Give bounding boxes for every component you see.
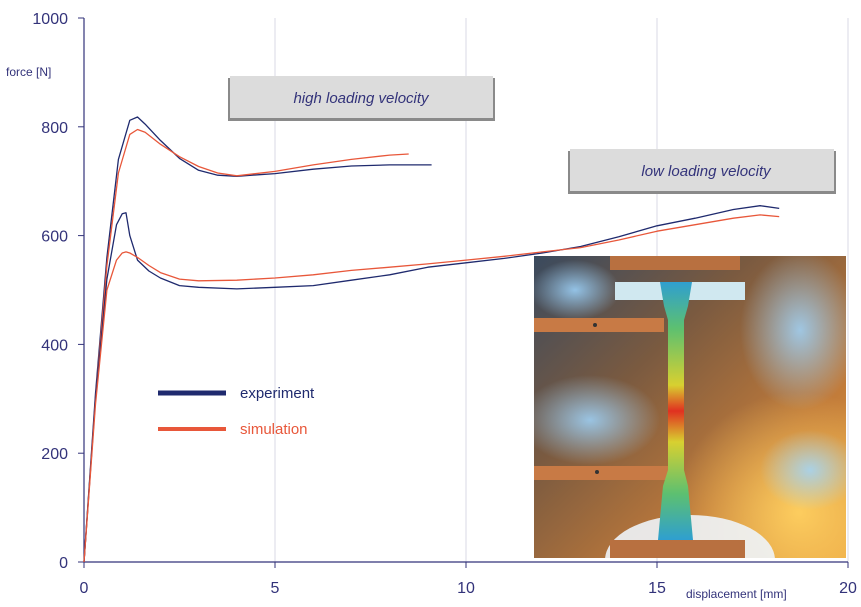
annotation-high-velocity-text: high loading velocity bbox=[293, 90, 430, 107]
annotation-low-velocity-text: low loading velocity bbox=[641, 163, 772, 180]
y-tick-label: 400 bbox=[41, 337, 68, 354]
series-lines bbox=[83, 116, 780, 563]
x-axis-label: displacement [mm] bbox=[686, 587, 787, 601]
series-line-simulation-low bbox=[83, 214, 780, 563]
x-tick-label: 10 bbox=[457, 580, 475, 597]
y-tick-label: 800 bbox=[41, 120, 68, 137]
x-tick-label: 20 bbox=[839, 580, 857, 597]
series-line-experiment-low bbox=[83, 205, 780, 563]
y-tick-label: 200 bbox=[41, 446, 68, 463]
y-tick-label: 0 bbox=[59, 555, 68, 572]
inset-photo-specimen bbox=[534, 256, 846, 558]
x-tick-label: 15 bbox=[648, 580, 666, 597]
annotation-low-velocity: low loading velocity bbox=[568, 149, 836, 194]
series-line-experiment-high bbox=[83, 116, 432, 563]
y-axis-label: force [N] bbox=[6, 65, 51, 79]
series-line-simulation-high bbox=[83, 128, 409, 563]
legend-label-experiment: experiment bbox=[240, 385, 315, 402]
annotation-high-velocity: high loading velocity bbox=[228, 76, 495, 121]
y-tick-label: 1000 bbox=[32, 11, 68, 28]
x-tick-label: 5 bbox=[271, 580, 280, 597]
legend-label-simulation: simulation bbox=[240, 421, 308, 438]
x-tick-label: 0 bbox=[80, 580, 89, 597]
y-tick-label: 600 bbox=[41, 229, 68, 246]
legend: experiment simulation bbox=[158, 385, 315, 438]
